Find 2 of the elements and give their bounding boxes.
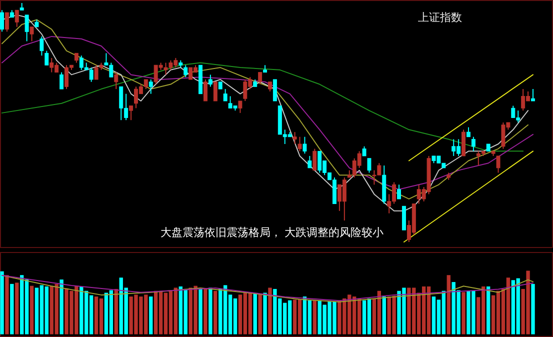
title: 上证指数	[418, 11, 462, 24]
annotation: 大盘震荡依旧震荡格局， 大跌调整的风险较小	[160, 226, 384, 239]
